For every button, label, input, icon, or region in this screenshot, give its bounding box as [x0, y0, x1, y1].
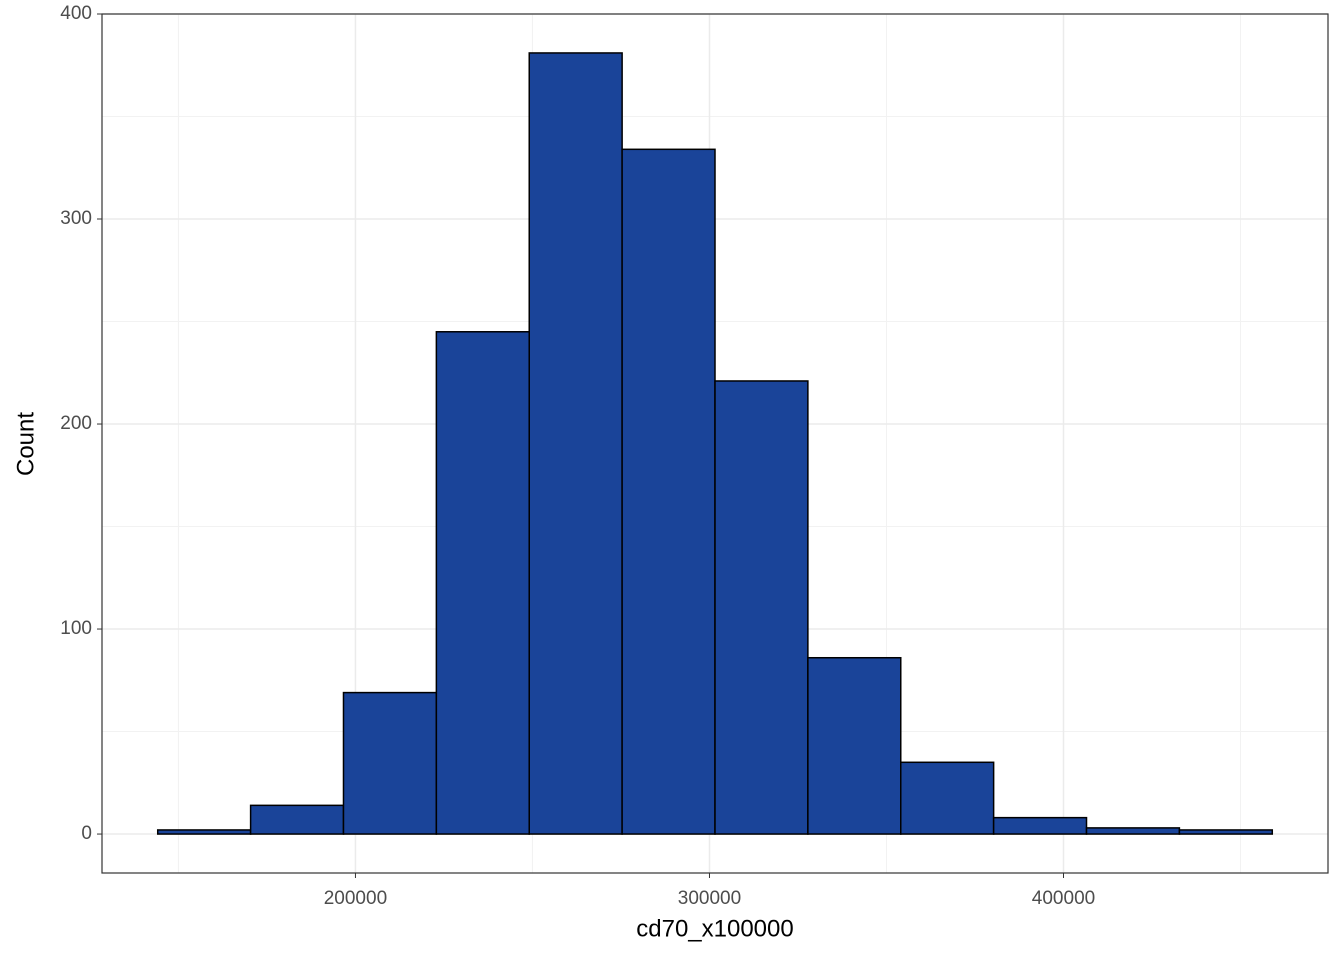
bar	[900, 761, 995, 835]
x-axis-title: cd70_x100000	[636, 915, 793, 942]
bar	[807, 656, 902, 835]
bar	[435, 331, 530, 835]
y-tick-label: 300	[60, 208, 92, 229]
bar	[528, 52, 623, 835]
x-tick-label: 400000	[1032, 888, 1095, 909]
bar	[156, 829, 252, 835]
bar	[1178, 829, 1274, 835]
x-tick-label: 300000	[678, 888, 741, 909]
y-tick-label: 200	[60, 413, 92, 434]
x-tick-label: 200000	[324, 888, 387, 909]
y-tick-label: 0	[81, 823, 92, 844]
bar	[1085, 827, 1181, 835]
bar	[621, 148, 716, 835]
y-tick-label: 400	[60, 3, 92, 24]
y-axis-title: Count	[12, 412, 39, 476]
bar	[992, 816, 1088, 835]
bar	[714, 380, 809, 835]
bar	[249, 804, 345, 835]
panel-border	[101, 13, 1329, 874]
y-tick-label: 100	[60, 618, 92, 639]
bar	[342, 691, 438, 835]
